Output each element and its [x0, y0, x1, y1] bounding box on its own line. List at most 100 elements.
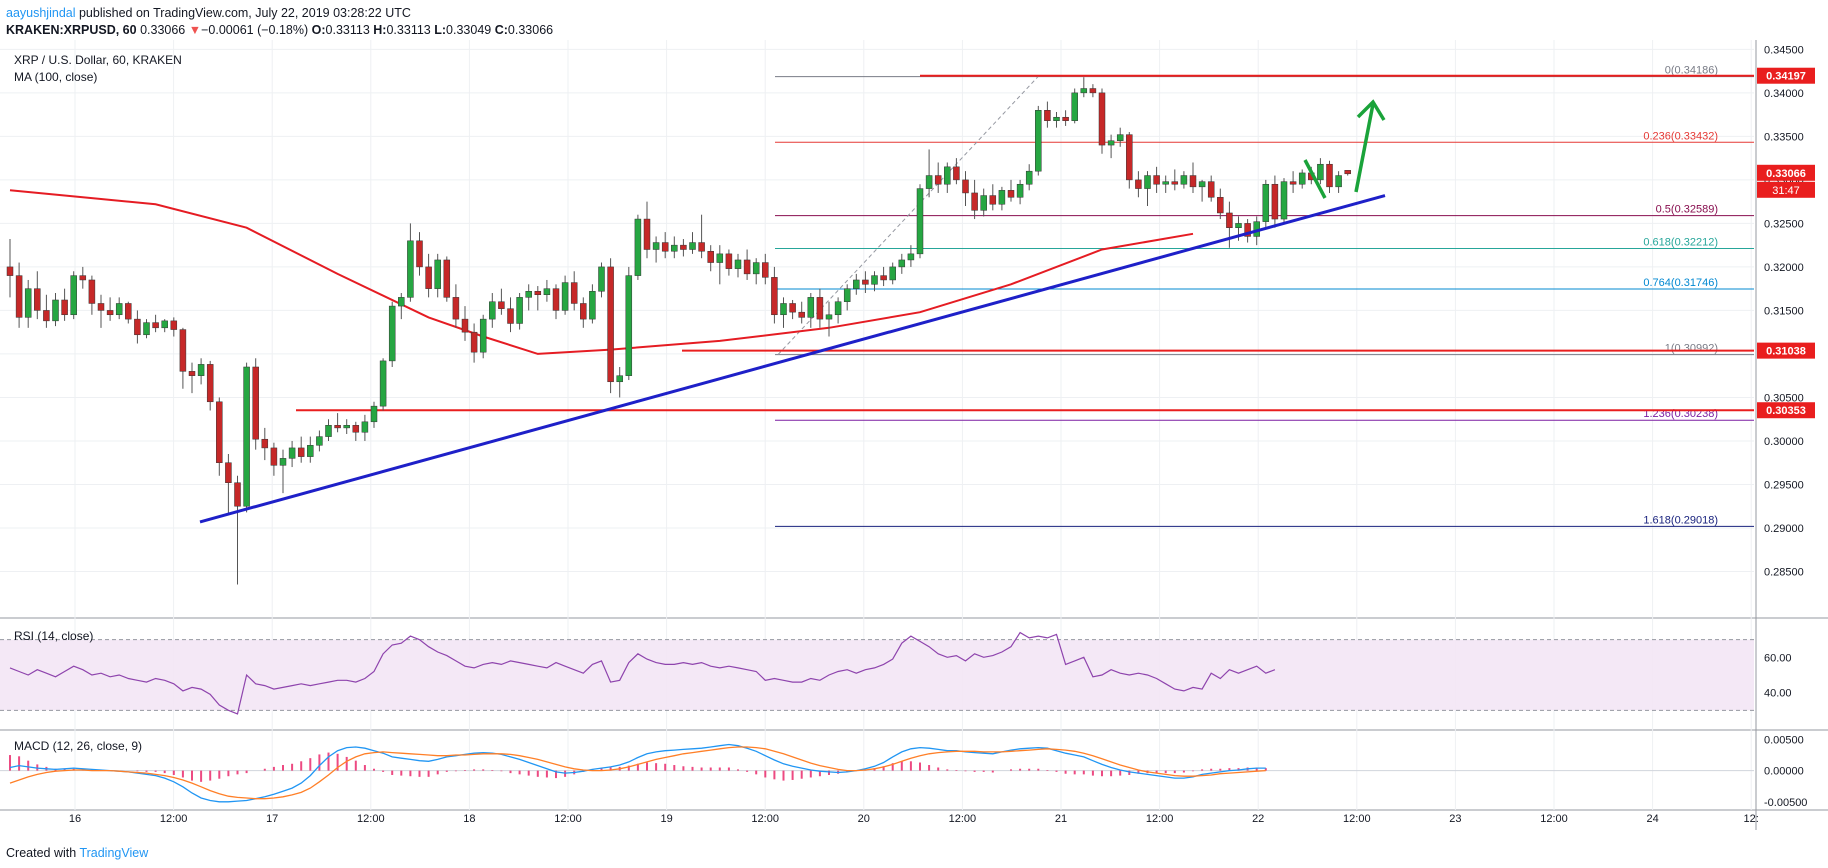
candle-body [780, 303, 787, 316]
candle-body [1080, 88, 1088, 94]
candle-body [889, 266, 896, 281]
candle-body [270, 447, 278, 466]
macd-pane [0, 743, 1754, 803]
fib-level-label: 0.5(0.32589) [1656, 204, 1718, 216]
candle-body [980, 195, 987, 211]
grid-lines [0, 40, 1828, 830]
candle-body [1207, 181, 1215, 198]
direction-arrows[interactable] [1303, 99, 1386, 199]
candle-body [1098, 92, 1106, 146]
candle-body [152, 322, 159, 329]
candle-body [70, 275, 77, 316]
y-tick-label: 0.34000 [1764, 88, 1804, 100]
candle-body [871, 275, 878, 285]
published-text: published on TradingView.com, July 22, 2… [78, 6, 411, 20]
candle-body [725, 253, 733, 269]
high-value: 0.33113 [386, 23, 431, 37]
x-tick-label: 12:00 [357, 813, 385, 825]
rsi-y-tick-label: 60.00 [1764, 652, 1792, 664]
price-label-box [1757, 67, 1815, 84]
candle-body [516, 297, 523, 324]
rsi-line [9, 631, 1276, 715]
y-tick-label: 0.28500 [1764, 566, 1804, 578]
x-tick-label: 22 [1252, 813, 1264, 825]
candle-body [170, 320, 178, 330]
candle-body [279, 458, 287, 466]
x-tick-label: 19 [660, 813, 672, 825]
candle-body [206, 364, 214, 403]
candle-body [43, 310, 50, 322]
rsi-band-fill [0, 639, 1754, 711]
candle-body [661, 242, 669, 252]
rsi-pane [9, 631, 1276, 715]
candle-body [425, 266, 432, 289]
candle-body [1180, 175, 1188, 185]
author-link[interactable]: aayushjindal [6, 6, 76, 20]
candle-body [589, 291, 596, 320]
ma-indicator-label: MA (100, close) [14, 70, 97, 84]
price-label-box [1757, 402, 1815, 419]
candle-body [379, 360, 387, 407]
candle-body [352, 425, 360, 433]
candle-body [97, 303, 105, 311]
candle-body [125, 303, 132, 320]
candle-body [1053, 116, 1060, 121]
candle-body [24, 288, 32, 318]
x-tick-label: 12:00 [1343, 813, 1371, 825]
macd-y-tick-label: 0.00000 [1764, 766, 1804, 778]
candle-body [1162, 181, 1169, 185]
candle-body [598, 266, 605, 292]
candle-body [507, 308, 514, 324]
candle-body [1326, 163, 1333, 188]
up-arrowhead-icon [1356, 99, 1386, 121]
close-label: C: [494, 23, 508, 37]
chart-header: aayushjindal published on TradingView.co… [0, 0, 1828, 44]
tradingview-link[interactable]: TradingView [79, 846, 149, 860]
candle-body [1298, 172, 1306, 185]
candle-body [398, 297, 405, 307]
candle-body [625, 275, 633, 376]
candle-body [216, 401, 223, 463]
current-price-box [1757, 164, 1815, 181]
x-tick-label: 16 [69, 813, 81, 825]
symbol-label: KRAKEN:XRPUSD, 60 [6, 23, 137, 37]
price-label-box [1757, 342, 1815, 359]
candle-body [853, 279, 860, 289]
candle-body [197, 364, 205, 376]
candle-body [643, 218, 651, 250]
candle-body [689, 242, 696, 250]
high-label: H: [373, 23, 387, 37]
y-tick-label: 0.30500 [1764, 392, 1804, 404]
candle-body [307, 445, 314, 457]
price-axes: 16 12:00 17 12:00 18 12:00 19 12:00 20 12:00 21 12:… [69, 44, 1815, 825]
candle-body [525, 291, 532, 298]
created-with-text: Created with [6, 846, 77, 860]
candle-body [225, 462, 232, 483]
candle-body [843, 288, 851, 302]
trendline[interactable] [199, 194, 1386, 524]
candle-body [1089, 88, 1097, 94]
low-label: L: [434, 23, 447, 37]
candle-body [1126, 134, 1133, 181]
ma-100-line [9, 189, 1194, 355]
candle-body [1144, 175, 1151, 189]
candle-body [1016, 183, 1024, 198]
last-price: 0.33066 [140, 23, 186, 37]
candle-body [834, 301, 842, 316]
candle-body [6, 266, 14, 276]
candle-body [534, 291, 542, 296]
symbol-info: KRAKEN:XRPUSD, 60 0.33066 ▼−0.00061 (−0.… [6, 23, 553, 37]
indicator-bands [0, 639, 1754, 711]
horizontal-levels[interactable] [296, 74, 1754, 412]
candle-body [671, 244, 678, 252]
candle-body [1025, 170, 1033, 185]
candle-body [1289, 181, 1297, 185]
candle-body [698, 242, 705, 252]
candle-body [34, 288, 41, 311]
fibonacci-retracement[interactable]: 0(0.34186) 0.236(0.33432) 0.5(0.32589) 0.61… [775, 65, 1754, 527]
pane-labels: XRP / U.S. Dollar, 60, KRAKEN MA (100, cl… [14, 53, 182, 753]
x-tick-label: 12:00 [160, 813, 188, 825]
moving-average-line [9, 189, 1194, 355]
macd-y-tick-label: 0.00500 [1764, 734, 1804, 746]
